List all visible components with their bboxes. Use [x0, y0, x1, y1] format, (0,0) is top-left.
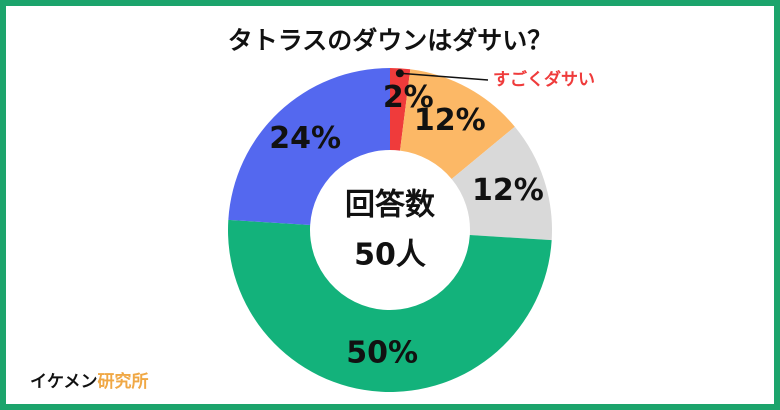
slice — [228, 68, 390, 225]
value-label: 24% — [269, 121, 341, 156]
slice — [400, 69, 515, 180]
slice — [390, 68, 411, 151]
brand: イケメン — [30, 372, 98, 392]
value-label: 50% — [346, 335, 418, 370]
center-label: 50人 — [354, 238, 426, 273]
value-label: 12% — [472, 173, 544, 208]
category-label: すごくダサい — [493, 69, 595, 90]
footer-brand: イケメン研究所 — [30, 371, 149, 392]
leader-line — [399, 72, 489, 81]
slice — [451, 126, 553, 241]
slice — [228, 219, 552, 393]
donut — [228, 68, 553, 393]
value-label: 2% — [383, 80, 434, 115]
center-label: 回答数 — [345, 188, 436, 223]
leader-dot — [395, 69, 404, 78]
brand-accent: 研究所 — [98, 371, 149, 392]
chart-title: タトラスのダウンはダサい？ — [228, 26, 553, 55]
value-label: 12% — [414, 103, 486, 138]
